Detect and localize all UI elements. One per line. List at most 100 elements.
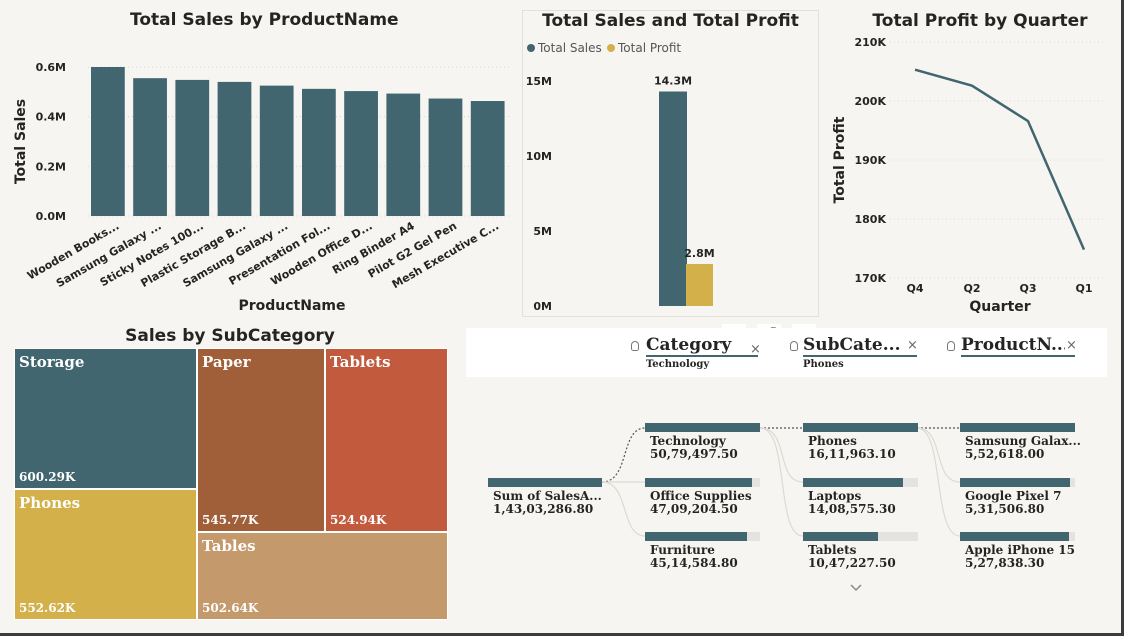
legend-swatch — [607, 44, 615, 52]
treemap-value: 502.64K — [202, 601, 259, 615]
treemap-label: Tables — [202, 537, 256, 555]
treemap-cell-tables[interactable]: Tables 502.64K — [197, 532, 448, 620]
lightbulb-icon — [947, 341, 955, 351]
node-value: 10,47,227.50 — [808, 556, 896, 570]
treemap-value: 552.62K — [19, 601, 76, 615]
root-node-bar[interactable] — [488, 478, 602, 487]
treemap-cell-paper[interactable]: Paper 545.77K — [197, 348, 325, 532]
node-bar[interactable] — [803, 478, 904, 487]
y-tick-label: 0.6M — [36, 61, 66, 74]
bar[interactable] — [686, 264, 713, 306]
legend-swatch — [527, 44, 535, 52]
node-value: 47,09,204.50 — [650, 502, 738, 516]
treemap-value: 600.29K — [19, 470, 76, 484]
treemap-cell-tablets[interactable]: Tablets 524.94K — [325, 348, 448, 532]
sales-by-subcategory-treemap[interactable]: Storage 600.29K Phones 552.62K Paper 545… — [14, 348, 448, 620]
bar[interactable] — [175, 79, 210, 216]
header-underline — [646, 355, 758, 357]
node-bar[interactable] — [803, 423, 918, 432]
x-tick-label: Q1 — [1075, 282, 1092, 295]
node-value: 5,27,838.30 — [965, 556, 1045, 570]
node-value: 16,11,963.10 — [808, 447, 896, 461]
y-tick-label: 15M — [526, 75, 552, 88]
y-tick-label: 0.4M — [36, 111, 66, 124]
node-label: Tablets — [808, 543, 857, 557]
treemap-label: Storage — [19, 353, 85, 371]
node-bar[interactable] — [960, 532, 1070, 541]
close-icon[interactable]: × — [750, 342, 761, 357]
node-label: Laptops — [808, 489, 862, 503]
level-header-productname[interactable]: ProductN... — [961, 335, 1065, 355]
x-axis-title: Quarter — [969, 299, 1030, 315]
sales-profit-title: Total Sales and Total Profit — [542, 11, 799, 31]
treemap-cell-phones[interactable]: Phones 552.62K — [14, 489, 197, 620]
y-tick-label: 190K — [855, 154, 887, 167]
y-tick-label: 200K — [855, 95, 887, 108]
node-value: 45,14,584.80 — [650, 556, 738, 570]
node-value: 5,31,506.80 — [965, 502, 1045, 516]
level-header-category[interactable]: Category — [646, 335, 732, 355]
bar[interactable] — [217, 81, 252, 217]
treemap-label: Tablets — [330, 353, 391, 371]
y-axis-title: Total Profit — [832, 116, 848, 203]
treemap-value: 545.77K — [202, 513, 259, 527]
lightbulb-icon — [631, 341, 639, 351]
bar[interactable] — [428, 98, 463, 216]
close-icon[interactable]: × — [907, 338, 918, 353]
treemap-value: 524.94K — [330, 513, 387, 527]
node-bar[interactable] — [960, 478, 1071, 487]
x-axis-title: ProductName — [238, 298, 345, 314]
line-series[interactable] — [914, 68, 1086, 251]
bar[interactable] — [659, 91, 687, 307]
treemap-label: Paper — [202, 353, 251, 371]
root-node-value: 1,43,03,286.80 — [493, 502, 594, 516]
node-label: Apple iPhone 15 — [965, 543, 1076, 557]
node-label: Phones — [808, 434, 857, 448]
node-label: Google Pixel 7 — [965, 489, 1062, 503]
legend-label[interactable]: Total Sales — [537, 41, 602, 55]
node-bar[interactable] — [960, 423, 1075, 432]
node-label: Samsung Galax... — [965, 434, 1081, 448]
level-header-subcategory[interactable]: SubCate... — [803, 335, 901, 355]
bar[interactable] — [91, 67, 125, 216]
node-bar[interactable] — [645, 532, 748, 541]
profit-by-quarter-chart[interactable]: 170K 180K 190K 200K 210K Q4 Q2 Q3 Q1 Quarter Total… — [820, 30, 1120, 320]
bar[interactable] — [470, 101, 505, 216]
bar[interactable] — [133, 78, 167, 216]
node-label: Office Supplies — [650, 489, 752, 503]
lightbulb-icon — [790, 341, 798, 351]
bar[interactable] — [259, 85, 294, 216]
node-value: 50,79,497.50 — [650, 447, 738, 461]
header-underline — [803, 355, 917, 357]
sales-profit-card — [522, 10, 819, 317]
bar[interactable] — [302, 88, 336, 216]
y-tick-label: 0M — [533, 300, 552, 313]
bar[interactable] — [344, 91, 378, 216]
sales-profit-chart[interactable]: Total Sales Total Profit 0M 5M 10M 15M 14.3M 2.… — [522, 35, 819, 315]
chevron-down-icon[interactable] — [849, 578, 863, 597]
node-bar[interactable] — [645, 423, 760, 432]
close-icon[interactable]: × — [1066, 338, 1077, 353]
node-value: 14,08,575.30 — [808, 502, 896, 516]
level-selected-category: Technology — [646, 359, 710, 370]
node-value: 5,52,618.00 — [965, 447, 1045, 461]
data-label: 14.3M — [654, 75, 692, 88]
treemap-label: Phones — [19, 494, 81, 512]
x-tick-label: Q2 — [963, 282, 980, 295]
decomposition-tree-header — [466, 328, 1107, 377]
y-tick-label: 170K — [855, 272, 887, 285]
bar[interactable] — [386, 93, 421, 216]
node-label: Technology — [650, 434, 726, 448]
node-bar[interactable] — [803, 532, 878, 541]
sales-by-subcategory-title: Sales by SubCategory — [125, 326, 335, 346]
y-tick-label: 180K — [855, 213, 887, 226]
treemap-cell-storage[interactable]: Storage 600.29K — [14, 348, 197, 489]
node-bar[interactable] — [645, 478, 752, 487]
legend-label[interactable]: Total Profit — [617, 41, 681, 55]
level-selected-subcategory: Phones — [803, 359, 844, 370]
profit-by-quarter-title: Total Profit by Quarter — [872, 11, 1088, 31]
y-axis-title: Total Sales — [13, 99, 29, 184]
